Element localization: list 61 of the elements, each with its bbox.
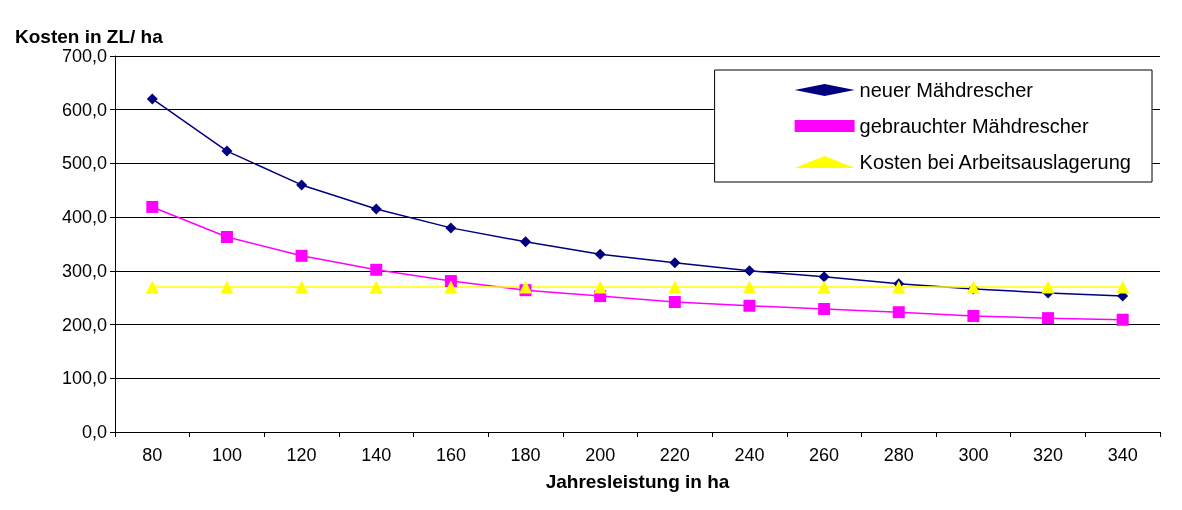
legend-label: Kosten bei Arbeitsauslagerung: [859, 151, 1131, 173]
point: [743, 299, 756, 312]
point: [1116, 280, 1130, 294]
y-axis-title: Kosten in ZL/ ha: [15, 26, 164, 47]
y-tick-label: 300,0: [61, 260, 107, 281]
y-tick-label: 700,0: [61, 46, 107, 66]
x-tick-label: 140: [361, 445, 392, 465]
y-tick-label: 100,0: [61, 368, 107, 389]
point: [1116, 313, 1129, 326]
legend-label: neuer Mähdrescher: [859, 79, 1034, 101]
point: [669, 257, 681, 269]
point: [445, 222, 457, 234]
x-axis-title: Jahresleistung in ha: [545, 471, 730, 492]
y-tick-label: 200,0: [61, 314, 107, 335]
x-tick-label: 220: [659, 445, 690, 465]
point: [668, 296, 681, 309]
x-tick-label: 340: [1107, 445, 1138, 465]
x-tick-label: 100: [211, 445, 242, 465]
point: [1041, 280, 1055, 294]
point: [593, 280, 607, 294]
x-tick-label: 320: [1033, 445, 1064, 465]
point: [444, 280, 458, 294]
point: [369, 280, 383, 294]
x-tick-label: 80: [142, 445, 163, 465]
point: [967, 309, 980, 322]
point: [296, 179, 308, 191]
y-tick-label: 400,0: [61, 207, 107, 228]
point: [295, 280, 309, 294]
point: [370, 203, 382, 215]
point: [742, 280, 756, 294]
point: [818, 302, 831, 315]
point: [594, 248, 606, 260]
y-tick-label: 600,0: [61, 99, 107, 120]
point: [1042, 312, 1055, 325]
x-tick-label: 160: [435, 445, 466, 465]
point: [892, 306, 905, 319]
point: [817, 280, 831, 294]
point: [520, 236, 532, 248]
point: [146, 200, 159, 213]
legend-label: gebrauchter Mähdrescher: [859, 115, 1089, 137]
point: [220, 280, 234, 294]
point: [743, 265, 755, 277]
x-tick-label: 240: [734, 445, 765, 465]
x-tick-label: 120: [286, 445, 317, 465]
x-tick-label: 200: [585, 445, 616, 465]
x-tick-label: 180: [510, 445, 541, 465]
x-tick-label: 280: [883, 445, 914, 465]
point: [146, 93, 158, 105]
point: [145, 280, 159, 294]
y-tick-label: 0,0: [81, 422, 107, 442]
point: [221, 145, 233, 157]
x-tick-label: 300: [958, 445, 989, 465]
point: [668, 280, 682, 294]
y-tick-label: 500,0: [61, 153, 107, 174]
point: [892, 280, 906, 294]
point: [295, 249, 308, 262]
point: [220, 231, 233, 244]
x-tick-label: 260: [809, 445, 840, 465]
point: [818, 271, 830, 283]
point: [370, 263, 383, 276]
point: [519, 280, 533, 294]
